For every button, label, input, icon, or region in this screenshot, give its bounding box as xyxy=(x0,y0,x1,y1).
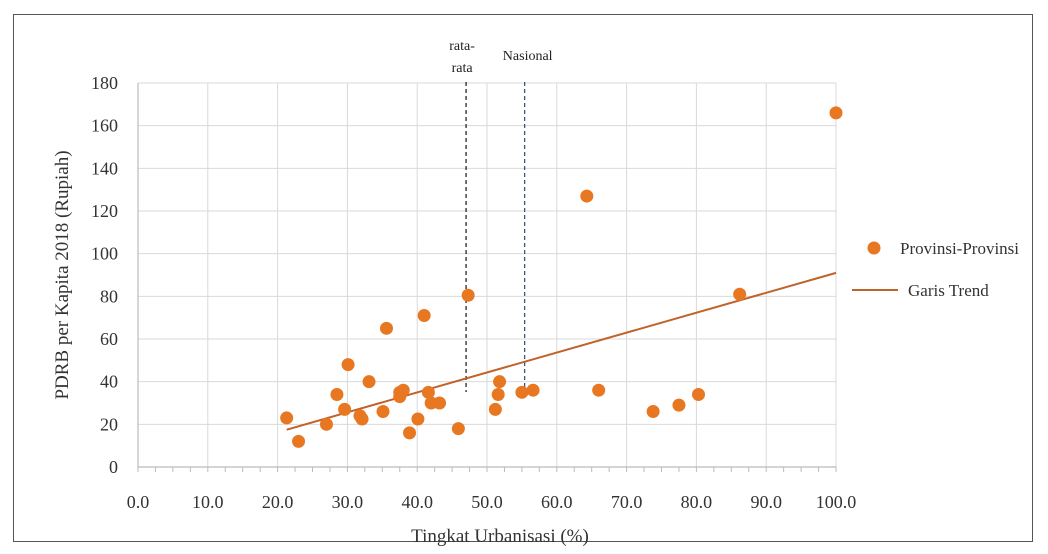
data-point xyxy=(646,405,660,419)
data-point xyxy=(403,426,417,440)
data-point xyxy=(488,402,502,416)
gridlines xyxy=(137,82,837,472)
x-tick-label: 40.0 xyxy=(401,492,433,512)
y-tick-label: 60 xyxy=(100,329,118,349)
x-tick-label: 100.0 xyxy=(816,492,857,512)
data-points xyxy=(280,106,843,448)
reference-label: Nasional xyxy=(503,49,553,64)
data-point xyxy=(319,417,333,431)
data-point xyxy=(515,385,529,399)
data-point xyxy=(829,106,843,120)
y-tick-label: 0 xyxy=(109,457,118,477)
axes xyxy=(137,83,836,468)
data-point xyxy=(411,412,425,426)
data-point xyxy=(461,288,475,302)
data-point xyxy=(280,411,294,425)
x-axis-title: Tingkat Urbanisasi (%) xyxy=(411,526,589,547)
y-tick-label: 40 xyxy=(100,372,118,392)
x-tick-labels: 0.0 10.0 20.0 30.0 40.0 50.0 60.0 70.0 80.0 90.0 1… xyxy=(127,492,857,512)
data-point xyxy=(341,358,355,372)
data-point xyxy=(451,422,465,436)
data-point xyxy=(362,375,376,389)
y-tick-label: 120 xyxy=(91,201,118,221)
x-tick-label: 80.0 xyxy=(681,492,713,512)
data-point xyxy=(376,405,390,419)
y-tick-label: 140 xyxy=(91,158,118,178)
data-point xyxy=(493,375,507,389)
legend: Provinsi-Provinsi Garis Trend xyxy=(852,239,1019,300)
data-point xyxy=(526,383,540,397)
legend-marker-points xyxy=(867,241,881,255)
data-point xyxy=(417,309,431,323)
data-point xyxy=(491,387,505,401)
y-tick-labels: 0 20 40 60 80 100 120 140 160 180 xyxy=(91,73,118,477)
x-tick-label: 60.0 xyxy=(541,492,573,512)
data-point xyxy=(421,385,435,399)
data-point xyxy=(379,321,393,335)
data-point xyxy=(433,396,447,410)
legend-label-trend: Garis Trend xyxy=(908,281,989,300)
data-point xyxy=(592,383,606,397)
x-tick-label: 20.0 xyxy=(262,492,294,512)
data-point xyxy=(396,383,410,397)
data-point xyxy=(330,387,344,401)
trend-line xyxy=(286,271,837,431)
y-tick-label: 180 xyxy=(91,73,118,93)
data-point xyxy=(691,387,705,401)
y-tick-label: 20 xyxy=(100,414,118,434)
legend-label-points: Provinsi-Provinsi xyxy=(900,239,1019,258)
y-tick-label: 80 xyxy=(100,286,118,306)
y-tick-label: 100 xyxy=(91,244,118,264)
x-tick-label: 30.0 xyxy=(332,492,364,512)
data-point xyxy=(580,189,594,203)
reference-lines: rata-rata Nasional xyxy=(449,39,553,392)
data-point xyxy=(292,434,306,448)
x-tick-label: 50.0 xyxy=(471,492,503,512)
reference-label: rata- xyxy=(449,39,475,54)
data-point xyxy=(733,287,747,301)
data-point xyxy=(672,398,686,412)
chart-frame xyxy=(13,14,1033,542)
x-tick-label: 0.0 xyxy=(127,492,150,512)
trend-line-group xyxy=(286,271,837,431)
x-tick-label: 90.0 xyxy=(750,492,782,512)
data-point xyxy=(338,402,352,416)
x-tick-label: 10.0 xyxy=(192,492,224,512)
x-tick-label: 70.0 xyxy=(611,492,643,512)
y-tick-label: 160 xyxy=(91,116,118,136)
data-point xyxy=(355,412,369,426)
reference-label: rata xyxy=(452,61,474,76)
y-axis-title: PDRB per Kapita 2018 (Rupiah) xyxy=(52,150,73,399)
